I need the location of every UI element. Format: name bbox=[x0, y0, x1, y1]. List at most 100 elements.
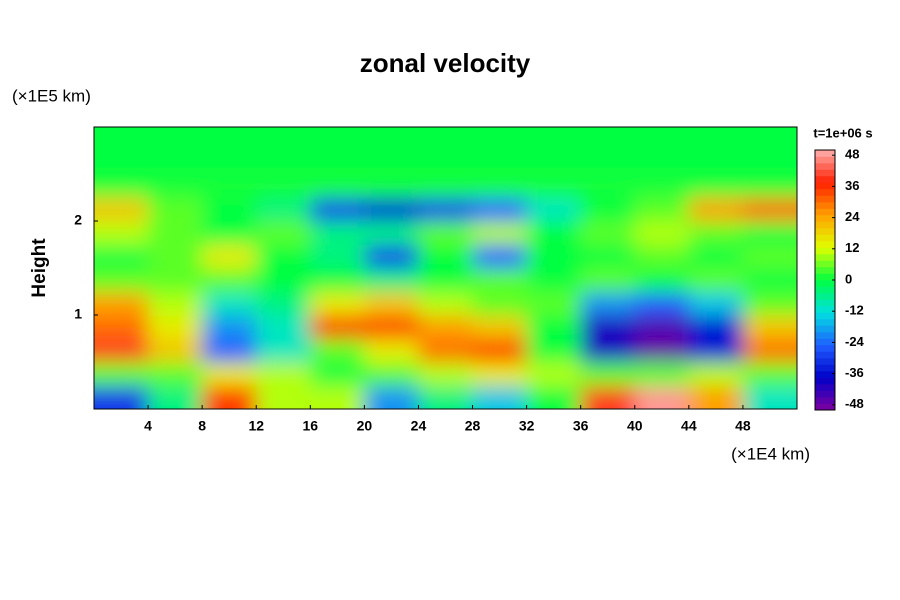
heatmap-cell bbox=[526, 127, 582, 151]
heatmap-cell bbox=[310, 385, 365, 409]
colorbar-band bbox=[815, 306, 835, 313]
colorbar-band bbox=[815, 156, 835, 164]
heatmap-cell bbox=[418, 315, 474, 339]
heatmap-cell bbox=[688, 338, 744, 363]
colorbar-band bbox=[815, 403, 835, 411]
heatmap-cell bbox=[580, 291, 636, 316]
heatmap-cell bbox=[688, 127, 744, 151]
heatmap-cell bbox=[418, 127, 474, 151]
colorbar-band bbox=[815, 345, 835, 352]
heatmap-cell bbox=[472, 174, 528, 198]
heatmap-cell bbox=[202, 221, 257, 245]
colorbar-band bbox=[815, 371, 835, 378]
heatmap-cell bbox=[148, 315, 203, 339]
colorbar-band bbox=[815, 182, 835, 190]
heatmap-cell bbox=[310, 338, 365, 363]
heatmap-cell bbox=[202, 315, 257, 339]
heatmap-cell bbox=[418, 197, 474, 222]
heatmap-cell bbox=[688, 362, 744, 386]
heatmap-cell bbox=[148, 385, 203, 409]
heatmap-cell bbox=[364, 315, 419, 339]
heatmap-cell bbox=[256, 268, 311, 292]
heatmap-cell bbox=[364, 127, 419, 151]
heatmap-cell bbox=[742, 221, 797, 245]
heatmap-cell bbox=[256, 221, 311, 245]
heatmap-cell bbox=[310, 150, 365, 175]
heatmap-cell bbox=[256, 244, 311, 269]
heatmap-cell bbox=[634, 291, 690, 316]
heatmap-cell bbox=[634, 244, 690, 269]
heatmap-cell bbox=[634, 315, 690, 339]
heatmap-cell bbox=[472, 268, 528, 292]
colorbar-band bbox=[815, 293, 835, 300]
heatmap-cell bbox=[148, 362, 203, 386]
heatmap-cell bbox=[94, 127, 149, 151]
heatmap-cell bbox=[580, 362, 636, 386]
heatmap-cell bbox=[94, 315, 149, 339]
y-unit: (×1E5 km) bbox=[12, 86, 91, 105]
heatmap-cell bbox=[526, 268, 582, 292]
heatmap-cell bbox=[310, 174, 365, 198]
heatmap-cell bbox=[418, 174, 474, 198]
heatmap-cell bbox=[148, 221, 203, 245]
colorbar-band bbox=[815, 215, 835, 222]
heatmap-cell bbox=[256, 150, 311, 175]
heatmap-cell bbox=[742, 385, 797, 409]
heatmap-cell bbox=[364, 197, 419, 222]
colorbar-band bbox=[815, 286, 835, 294]
heatmap-cell bbox=[418, 268, 474, 292]
heatmap-cell bbox=[526, 244, 582, 269]
heatmap-cell bbox=[688, 174, 744, 198]
heatmap-cell bbox=[526, 362, 582, 386]
heatmap-cell bbox=[580, 127, 636, 151]
heatmap-cell bbox=[94, 268, 149, 292]
heatmap-cell bbox=[688, 150, 744, 175]
heatmap-cell bbox=[94, 362, 149, 386]
x-tick-label: 48 bbox=[735, 418, 751, 434]
heatmap-cell bbox=[202, 362, 257, 386]
heatmap-cell bbox=[256, 174, 311, 198]
heatmap-cell bbox=[580, 197, 636, 222]
heatmap-cell bbox=[202, 127, 257, 151]
heatmap-cell bbox=[580, 315, 636, 339]
colorbar-band bbox=[815, 169, 835, 177]
heatmap bbox=[94, 127, 797, 409]
x-tick-label: 44 bbox=[681, 418, 697, 434]
heatmap-cell bbox=[364, 338, 419, 363]
heatmap-cell bbox=[580, 338, 636, 363]
colorbar-band bbox=[815, 319, 835, 326]
x-tick-label: 8 bbox=[198, 418, 206, 434]
heatmap-cell bbox=[364, 174, 419, 198]
heatmap-cell bbox=[310, 197, 365, 222]
heatmap-cell bbox=[418, 221, 474, 245]
heatmap-cell bbox=[418, 150, 474, 175]
colorbar-band bbox=[815, 228, 835, 235]
colorbar-tick-label: 36 bbox=[845, 178, 859, 193]
colorbar-band bbox=[815, 332, 835, 339]
heatmap-cell bbox=[256, 127, 311, 151]
heatmap-cell bbox=[580, 244, 636, 269]
x-tick-label: 28 bbox=[465, 418, 481, 434]
colorbar-tick-label: 0 bbox=[845, 271, 852, 286]
heatmap-cell bbox=[418, 291, 474, 316]
colorbar-band bbox=[815, 397, 835, 404]
heatmap-cell bbox=[202, 174, 257, 198]
heatmap-cell bbox=[256, 385, 311, 409]
heatmap-cell bbox=[310, 315, 365, 339]
heatmap-cell bbox=[526, 174, 582, 198]
heatmap-cell bbox=[742, 197, 797, 222]
colorbar-band bbox=[815, 247, 835, 255]
heatmap-cell bbox=[526, 338, 582, 363]
heatmap-cell bbox=[148, 127, 203, 151]
heatmap-cell bbox=[364, 362, 419, 386]
heatmap-cell bbox=[418, 338, 474, 363]
colorbar-band bbox=[815, 299, 835, 307]
heatmap-cell bbox=[526, 385, 582, 409]
colorbar-band bbox=[815, 280, 835, 287]
y-tick-label: 1 bbox=[74, 306, 82, 322]
colorbar: 48 36 24 12 0 -12 -24 -36 -48 bbox=[814, 147, 865, 411]
heatmap-cell bbox=[148, 197, 203, 222]
heatmap-cell bbox=[742, 315, 797, 339]
heatmap-cell bbox=[634, 197, 690, 222]
y-tick-label: 2 bbox=[74, 212, 82, 228]
